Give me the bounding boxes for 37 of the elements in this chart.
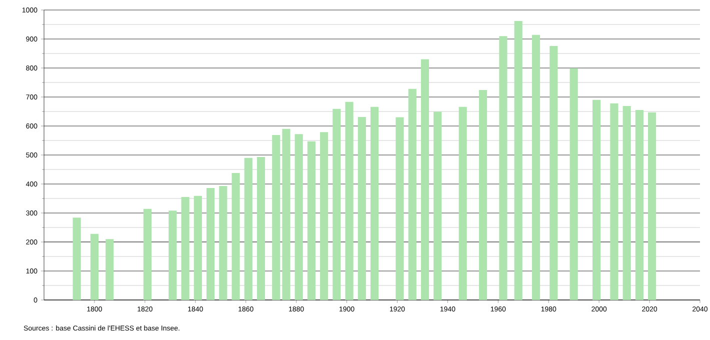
bar bbox=[648, 112, 656, 300]
bar bbox=[106, 239, 114, 300]
bar bbox=[592, 100, 601, 300]
bar bbox=[206, 188, 215, 300]
bar bbox=[458, 106, 467, 300]
bar bbox=[272, 134, 280, 300]
bar bbox=[570, 68, 578, 300]
bar bbox=[345, 102, 354, 300]
bar bbox=[408, 88, 416, 300]
bar bbox=[610, 103, 618, 300]
bar bbox=[244, 158, 252, 300]
bar bbox=[396, 117, 404, 300]
bar bbox=[370, 106, 379, 300]
bar bbox=[434, 112, 442, 300]
bar bbox=[320, 132, 328, 300]
bar bbox=[256, 157, 266, 300]
bar bbox=[90, 234, 99, 300]
bar bbox=[282, 128, 290, 300]
bar bbox=[143, 208, 152, 300]
bar bbox=[514, 21, 522, 300]
bar bbox=[181, 197, 190, 300]
bar bbox=[307, 141, 316, 300]
bar bbox=[332, 108, 341, 300]
bar bbox=[358, 117, 366, 300]
bar bbox=[232, 172, 240, 300]
bar bbox=[168, 210, 177, 300]
bar bbox=[294, 134, 303, 300]
bar bbox=[478, 90, 488, 300]
bar bbox=[72, 218, 81, 300]
bar bbox=[499, 36, 508, 300]
bar bbox=[635, 110, 644, 300]
bar bbox=[550, 46, 558, 300]
bar bbox=[622, 106, 631, 300]
bar bbox=[420, 59, 430, 300]
bar bbox=[219, 186, 228, 300]
bar bbox=[194, 196, 202, 300]
bar bbox=[532, 34, 540, 300]
